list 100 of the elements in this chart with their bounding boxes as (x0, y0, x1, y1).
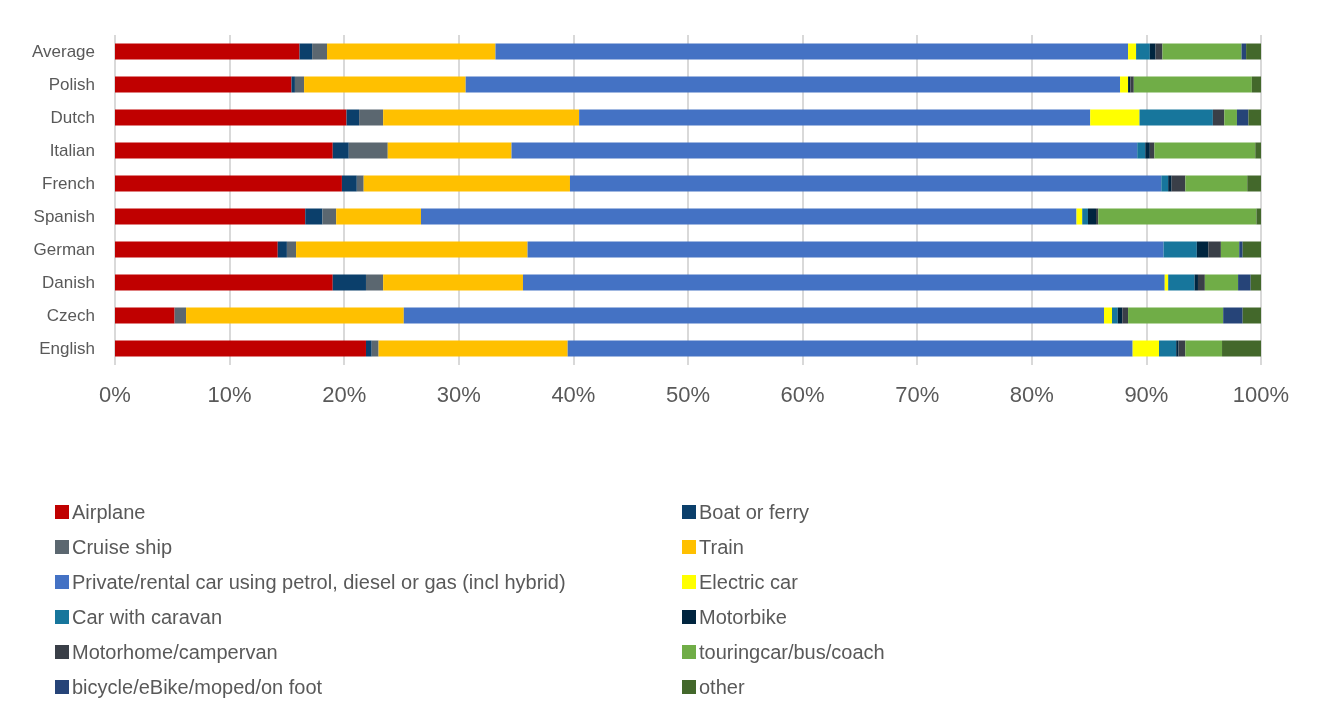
bar (1163, 241, 1197, 258)
bar (332, 142, 349, 159)
x-tick-label: 70% (895, 381, 940, 407)
bar (322, 208, 337, 225)
bar (371, 340, 379, 357)
bar (1197, 274, 1205, 291)
x-tick-label: 20% (322, 381, 367, 407)
bar (1162, 43, 1242, 60)
bar (1242, 241, 1261, 258)
bar (387, 142, 512, 159)
bar (296, 241, 528, 258)
x-tick-label: 10% (207, 381, 252, 407)
bar (1256, 208, 1261, 225)
bar (1159, 340, 1177, 357)
legend-label: touringcar/bus/coach (699, 641, 885, 663)
bar (567, 340, 1133, 357)
bar (286, 241, 297, 258)
legend-label: Private/rental car using petrol, diesel or gas (incl hybrid) (72, 571, 566, 593)
bar (1136, 43, 1150, 60)
bar (1250, 274, 1261, 291)
bar (1246, 43, 1261, 60)
bar (1212, 109, 1225, 126)
bar (1076, 208, 1083, 225)
legend-label: Motorhome/campervan (72, 641, 278, 663)
x-tick-label: 50% (665, 381, 711, 407)
bar (1224, 109, 1237, 126)
x-tick-label: 30% (436, 381, 481, 407)
x-tick-label: 40% (551, 381, 596, 407)
bar (1222, 340, 1261, 357)
bar (569, 175, 1162, 192)
bar (579, 109, 1091, 126)
bar (1220, 241, 1240, 258)
bar (365, 340, 372, 357)
bar (115, 307, 175, 324)
x-tick-label: 0% (99, 381, 131, 407)
bar (383, 274, 523, 291)
bar (1082, 208, 1088, 225)
bar (1145, 142, 1150, 159)
bar (294, 76, 305, 93)
bar (115, 175, 342, 192)
bar (1255, 142, 1261, 159)
x-tick-label: 90% (1124, 381, 1169, 407)
bar (277, 241, 287, 258)
bar (1236, 109, 1249, 126)
legend-label: Train (699, 536, 744, 558)
bar (341, 175, 357, 192)
bar (356, 175, 364, 192)
bar (383, 109, 580, 126)
y-tick-label: English (39, 339, 95, 358)
bar (1185, 175, 1248, 192)
y-tick-label: Polish (48, 75, 95, 94)
bar (115, 76, 292, 93)
bar (403, 307, 1104, 324)
y-tick-label: French (42, 174, 95, 193)
bar (1185, 340, 1223, 357)
bar (1122, 307, 1129, 324)
bar (304, 76, 466, 93)
bar (291, 76, 295, 93)
legend-label: Motorbike (699, 606, 787, 628)
bar (1087, 208, 1096, 225)
bar (527, 241, 1164, 258)
legend-label: Electric car (699, 571, 799, 593)
bar (1204, 274, 1239, 291)
bar (346, 109, 360, 126)
y-tick-label: Dutch (50, 108, 95, 127)
bar (1098, 208, 1257, 225)
x-tick-label: 100% (1232, 381, 1290, 407)
bar (327, 43, 496, 60)
y-tick-label: German (33, 240, 95, 259)
bar (1251, 76, 1261, 93)
bar (1171, 175, 1186, 192)
bar (1168, 175, 1172, 192)
bar (1133, 76, 1252, 93)
y-tick-label: Danish (42, 273, 95, 292)
bar (1208, 241, 1221, 258)
bar (1161, 175, 1169, 192)
bar (1104, 307, 1113, 324)
bar (1168, 274, 1195, 291)
bar (1090, 109, 1140, 126)
bar (1120, 76, 1129, 93)
x-tick-label: 80% (1009, 381, 1054, 407)
bar (363, 175, 570, 192)
bar (1154, 142, 1256, 159)
bar (115, 109, 347, 126)
bar (115, 340, 366, 357)
bar (115, 208, 306, 225)
bar (1137, 142, 1146, 159)
bar (115, 43, 300, 60)
bar (1132, 340, 1160, 357)
legend-label: other (699, 676, 745, 698)
bar (1248, 109, 1261, 126)
bar (511, 142, 1138, 159)
bar (522, 274, 1165, 291)
y-tick-label: Czech (46, 306, 95, 325)
bar (465, 76, 1121, 93)
bar (1196, 241, 1209, 258)
legend-label: Cruise ship (72, 536, 173, 558)
bar (305, 208, 323, 225)
bar (1178, 340, 1186, 357)
bar (174, 307, 187, 324)
